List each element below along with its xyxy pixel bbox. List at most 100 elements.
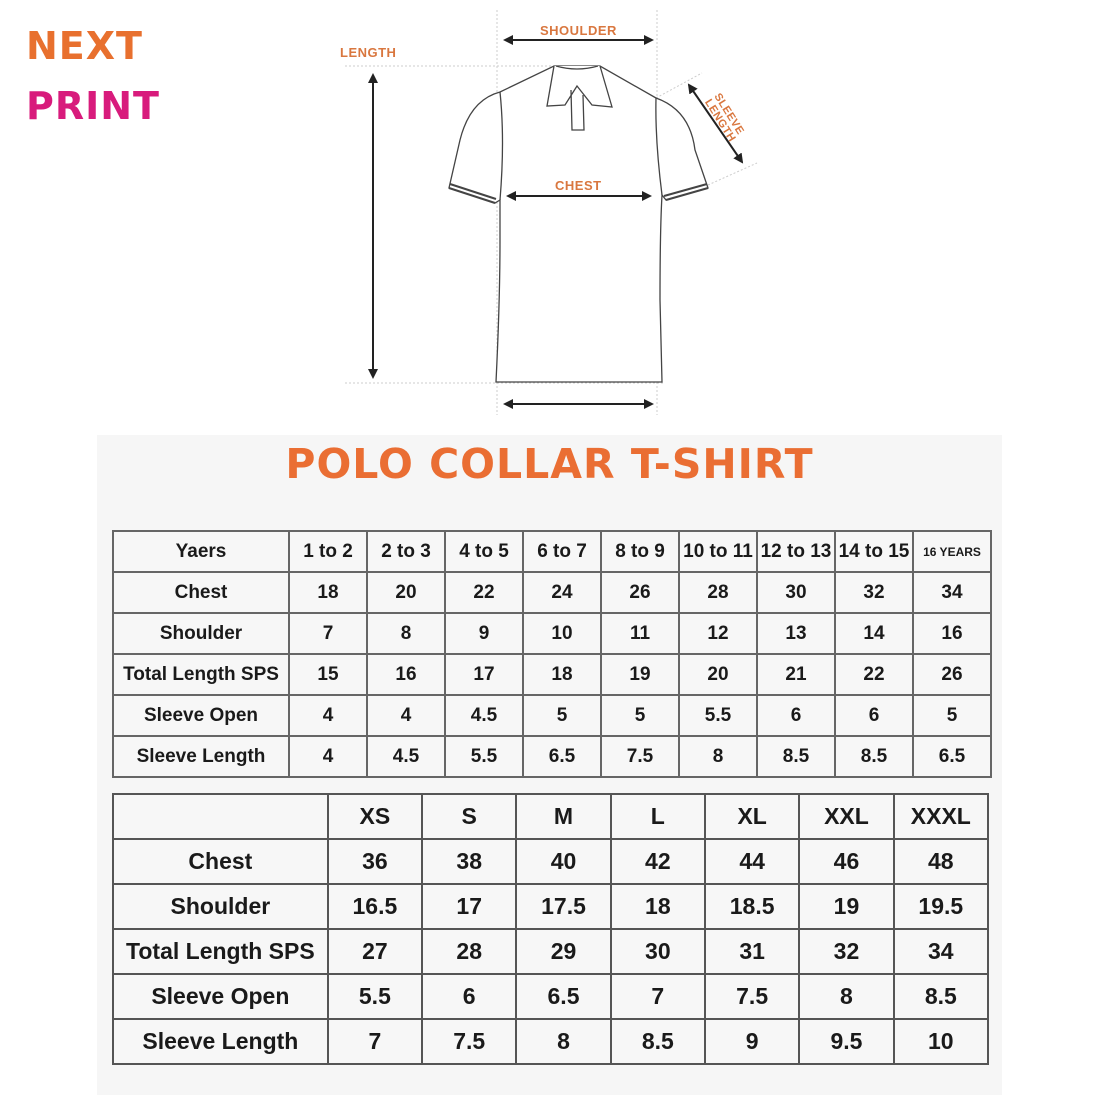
table-cell: 7.5	[600, 735, 680, 778]
brand-logo-line-2: PRINT	[26, 84, 160, 128]
table-cell: 5.5	[326, 973, 424, 1020]
table-cell: 19	[798, 883, 895, 930]
table-cell: 13	[756, 612, 836, 655]
brand-logo-line-1: NEXT	[26, 24, 143, 68]
table-header-row: XS S M L XL XXL XXXL	[112, 793, 990, 840]
table-cell: 8	[798, 973, 895, 1020]
header-cell: XS	[326, 793, 424, 840]
table-cell: 30	[609, 928, 706, 975]
table-cell: 4	[366, 694, 446, 737]
table-cell: 18	[609, 883, 706, 930]
header-cell: XXL	[798, 793, 895, 840]
table-cell: 20	[366, 571, 446, 614]
table-cell: 8	[678, 735, 758, 778]
table-cell: 17	[444, 653, 524, 696]
sleeve-length-arrow	[687, 83, 744, 164]
table-cell: 21	[756, 653, 836, 696]
row-label-cell: Total Length SPS	[112, 928, 329, 975]
header-cell: 6 to 7	[522, 530, 602, 573]
table-cell: 5.5	[678, 694, 758, 737]
table-cell: 38	[421, 838, 518, 885]
table-cell: 32	[798, 928, 895, 975]
table-cell: 6.5	[515, 973, 612, 1020]
table-row: Chest 18 20 22 24 26 28 30 32 34	[112, 571, 992, 614]
table-cell: 22	[444, 571, 524, 614]
table-cell: 20	[678, 653, 758, 696]
table-cell: 9.5	[798, 1018, 895, 1065]
table-row: Chest 36 38 40 42 44 46 48	[112, 838, 990, 885]
row-label-cell: Total Length SPS	[112, 653, 290, 696]
table-cell: 16	[912, 612, 992, 655]
table-cell: 9	[703, 1018, 801, 1065]
table-cell: 5	[522, 694, 602, 737]
table-cell: 18.5	[703, 883, 801, 930]
table-cell: 44	[703, 838, 801, 885]
table-cell: 18	[522, 653, 602, 696]
table-cell: 16	[366, 653, 446, 696]
table-cell: 4.5	[366, 735, 446, 778]
table-cell: 8.5	[609, 1018, 706, 1065]
header-cell: 4 to 5	[444, 530, 524, 573]
table-cell: 28	[678, 571, 758, 614]
header-cell: 16 YEARS	[912, 530, 992, 573]
table-cell: 5.5	[444, 735, 524, 778]
table-cell: 19.5	[892, 883, 990, 930]
table-row: Total Length SPS 15 16 17 18 19 20 21 22 26	[112, 653, 992, 696]
shoulder-label: SHOULDER	[540, 23, 617, 38]
header-cell: 10 to 11	[678, 530, 758, 573]
table-cell: 4.5	[444, 694, 524, 737]
table-cell: 4	[288, 735, 368, 778]
table-cell: 30	[756, 571, 836, 614]
table-cell: 10	[522, 612, 602, 655]
table-cell: 7	[326, 1018, 424, 1065]
table-cell: 8.5	[892, 973, 990, 1020]
table-cell: 34	[892, 928, 990, 975]
table-cell: 7.5	[421, 1018, 518, 1065]
row-label-cell: Sleeve Open	[112, 973, 329, 1020]
table-cell: 6.5	[522, 735, 602, 778]
table-cell: 12	[678, 612, 758, 655]
table-cell: 17	[421, 883, 518, 930]
table-cell: 5	[912, 694, 992, 737]
header-cell: M	[515, 793, 612, 840]
table-cell: 27	[326, 928, 424, 975]
table-cell: 22	[834, 653, 914, 696]
table-cell: 48	[892, 838, 990, 885]
header-cell: 8 to 9	[600, 530, 680, 573]
header-cell: S	[421, 793, 518, 840]
table-cell: 32	[834, 571, 914, 614]
header-cell: 14 to 15	[834, 530, 914, 573]
table-cell: 9	[444, 612, 524, 655]
table-row: Sleeve Open 4 4 4.5 5 5 5.5 6 6 5	[112, 694, 992, 737]
table-cell: 6	[834, 694, 914, 737]
header-cell: 1 to 2	[288, 530, 368, 573]
table-cell: 36	[326, 838, 424, 885]
table-cell: 19	[600, 653, 680, 696]
table-row: Shoulder 7 8 9 10 11 12 13 14 16	[112, 612, 992, 655]
header-cell: Yaers	[112, 530, 290, 573]
table-cell: 8.5	[834, 735, 914, 778]
table-cell: 28	[421, 928, 518, 975]
row-label-cell: Sleeve Open	[112, 694, 290, 737]
header-cell: XL	[703, 793, 801, 840]
table-cell: 24	[522, 571, 602, 614]
table-cell: 14	[834, 612, 914, 655]
table-cell: 17.5	[515, 883, 612, 930]
table-cell: 8.5	[756, 735, 836, 778]
row-label-cell: Chest	[112, 838, 329, 885]
polo-shirt-outline	[448, 65, 709, 383]
chart-title: POLO COLLAR T-SHIRT	[285, 440, 814, 488]
table-cell: 26	[600, 571, 680, 614]
table-cell: 5	[600, 694, 680, 737]
table-cell: 29	[515, 928, 612, 975]
header-cell	[112, 793, 329, 840]
length-label: LENGTH	[340, 45, 396, 60]
header-cell: 2 to 3	[366, 530, 446, 573]
row-label-cell: Shoulder	[112, 883, 329, 930]
header-cell: 12 to 13	[756, 530, 836, 573]
table-cell: 18	[288, 571, 368, 614]
row-label-cell: Shoulder	[112, 612, 290, 655]
chest-label: CHEST	[555, 178, 602, 193]
table-cell: 7.5	[703, 973, 801, 1020]
